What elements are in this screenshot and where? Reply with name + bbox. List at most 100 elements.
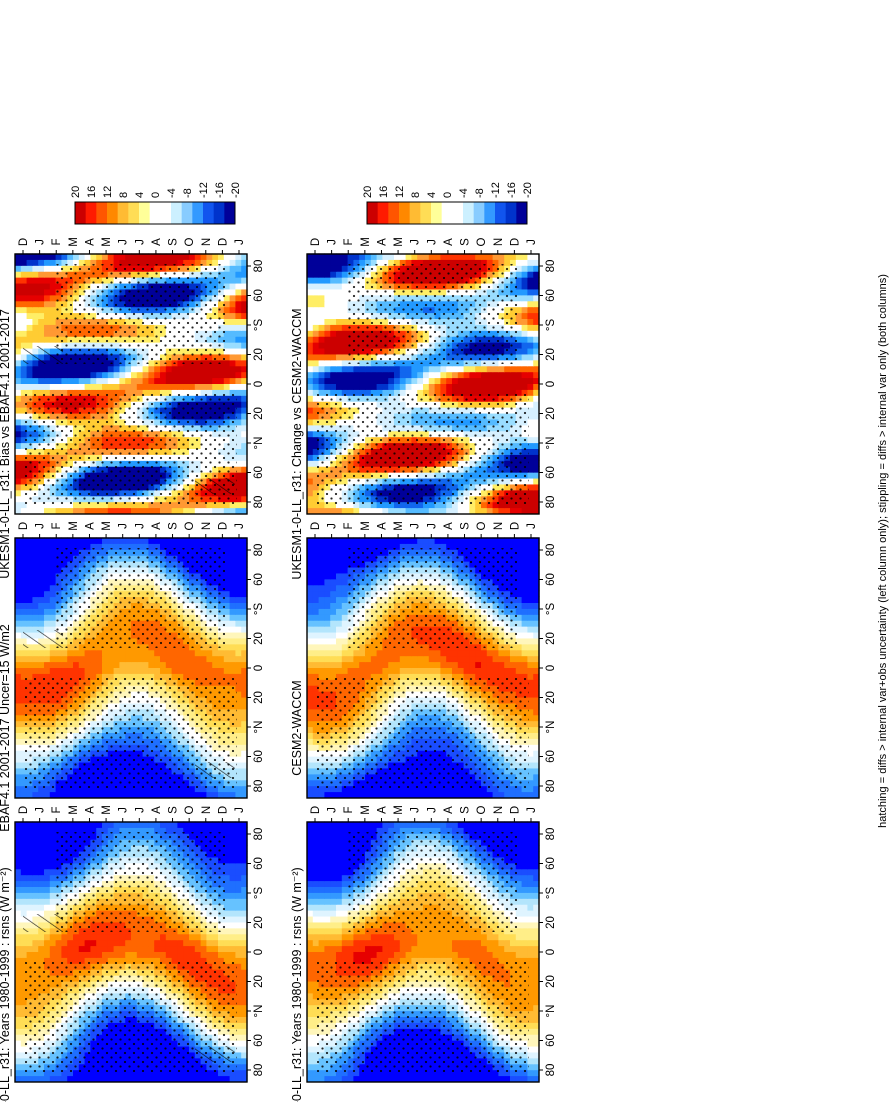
month-tick-label: O bbox=[184, 805, 196, 814]
heatmap-cell bbox=[38, 856, 45, 864]
heatmap-cell bbox=[229, 833, 237, 840]
heatmap-cell bbox=[177, 791, 184, 798]
heatmap-cell bbox=[183, 661, 190, 668]
heatmap-cell bbox=[136, 1075, 144, 1082]
heatmap-cell bbox=[15, 761, 22, 769]
heatmap-cell bbox=[463, 1075, 471, 1082]
heatmap-cell bbox=[527, 874, 534, 882]
heatmap-cell bbox=[38, 939, 45, 947]
heatmap-cell bbox=[318, 904, 326, 911]
heatmap-cell bbox=[229, 921, 237, 929]
heatmap-cell bbox=[160, 791, 167, 798]
heatmap-cell bbox=[136, 649, 144, 657]
heatmap-cell bbox=[26, 874, 34, 882]
heatmap-cell bbox=[324, 933, 331, 941]
heatmap-cell bbox=[177, 933, 184, 941]
lat-tick-label: 80 bbox=[253, 1064, 265, 1077]
heatmap-cell bbox=[15, 904, 22, 911]
heatmap-cell bbox=[26, 827, 34, 834]
heatmap-cell bbox=[235, 862, 242, 870]
heatmap-cell bbox=[125, 945, 132, 952]
heatmap-cell bbox=[324, 886, 331, 893]
heatmap-cell bbox=[241, 1063, 248, 1071]
heatmap-cell bbox=[330, 868, 337, 876]
heatmap-cell bbox=[527, 833, 534, 840]
heatmap-cell bbox=[200, 933, 208, 941]
heatmap-cell bbox=[200, 951, 208, 958]
heatmap-cell bbox=[463, 933, 471, 941]
heatmap-cell bbox=[32, 608, 39, 615]
heatmap-cell bbox=[44, 880, 51, 887]
month-tick-label: N bbox=[493, 806, 505, 814]
heatmap-cell bbox=[206, 945, 213, 952]
heatmap-cell bbox=[510, 951, 517, 958]
heatmap-cell bbox=[102, 1075, 109, 1082]
heatmap-cell bbox=[131, 649, 138, 657]
heatmap-cell bbox=[417, 951, 424, 958]
heatmap-cell bbox=[440, 951, 447, 958]
heatmap-cell bbox=[229, 827, 237, 834]
heatmap-cell bbox=[229, 927, 237, 935]
heatmap-cell bbox=[78, 667, 86, 674]
heatmap-cell bbox=[177, 1075, 184, 1082]
heatmap-cell bbox=[235, 921, 242, 929]
heatmap-cell bbox=[84, 939, 91, 947]
heatmap-cell bbox=[336, 945, 343, 952]
heatmap-cell bbox=[312, 874, 320, 882]
heatmap-cell bbox=[241, 1075, 248, 1082]
panel-3: EBAF4.1 2001-2017 Uncer=15 W/m28060°N200… bbox=[0, 464, 265, 832]
heatmap-cell bbox=[20, 839, 28, 846]
heatmap-cell bbox=[527, 927, 534, 935]
heatmap-cell bbox=[67, 667, 74, 674]
heatmap-cell bbox=[189, 649, 196, 657]
heatmap-cell bbox=[15, 998, 22, 1006]
heatmap-cell bbox=[212, 791, 219, 798]
heatmap-cell bbox=[336, 939, 343, 947]
heatmap-cell bbox=[307, 880, 314, 887]
heatmap-cell bbox=[330, 927, 337, 935]
heatmap-cell bbox=[78, 655, 86, 663]
heatmap-cell bbox=[15, 975, 22, 982]
lat-tick-label: 20 bbox=[545, 975, 557, 988]
heatmap-cell bbox=[15, 1057, 22, 1065]
heatmap-cell bbox=[125, 939, 132, 947]
heatmap-cell bbox=[312, 850, 320, 858]
heatmap-cell bbox=[223, 655, 231, 663]
heatmap-cell bbox=[521, 921, 529, 929]
heatmap-cell bbox=[212, 951, 219, 958]
heatmap-cell bbox=[330, 880, 337, 887]
heatmap-cell bbox=[527, 933, 534, 941]
heatmap-cell bbox=[119, 791, 126, 798]
heatmap-cell bbox=[148, 655, 155, 663]
heatmap-cell bbox=[96, 649, 103, 657]
heatmap-cell bbox=[38, 933, 45, 941]
heatmap-cell bbox=[376, 945, 383, 952]
heatmap-cell bbox=[336, 839, 343, 846]
heatmap-cell bbox=[44, 874, 51, 882]
heatmap-cell bbox=[504, 933, 511, 941]
heatmap-cell bbox=[382, 945, 389, 952]
heatmap-cell bbox=[330, 951, 337, 958]
heatmap-cell bbox=[307, 969, 314, 976]
heatmap-cell bbox=[229, 655, 237, 663]
heatmap-cell bbox=[382, 1075, 389, 1082]
heatmap-cell bbox=[15, 963, 22, 970]
heatmap-cell bbox=[125, 791, 132, 798]
heatmap-cell bbox=[527, 939, 534, 947]
heatmap-cell bbox=[229, 1075, 237, 1082]
heatmap-cell bbox=[318, 827, 326, 834]
heatmap-cell bbox=[307, 1040, 314, 1047]
heatmap-cell bbox=[113, 655, 120, 663]
heatmap-cell bbox=[125, 667, 132, 674]
heatmap-cell bbox=[206, 661, 213, 668]
heatmap-cell bbox=[44, 862, 51, 870]
heatmap-cell bbox=[160, 655, 167, 663]
heatmap-cell bbox=[55, 939, 62, 947]
heatmap-cell bbox=[90, 951, 97, 958]
heatmap-cell bbox=[235, 910, 242, 917]
heatmap-cell bbox=[154, 951, 161, 958]
heatmap-cell bbox=[165, 1075, 173, 1082]
heatmap-cell bbox=[15, 986, 22, 994]
month-tick-label: N bbox=[201, 806, 213, 814]
heatmap-cell bbox=[229, 643, 237, 651]
